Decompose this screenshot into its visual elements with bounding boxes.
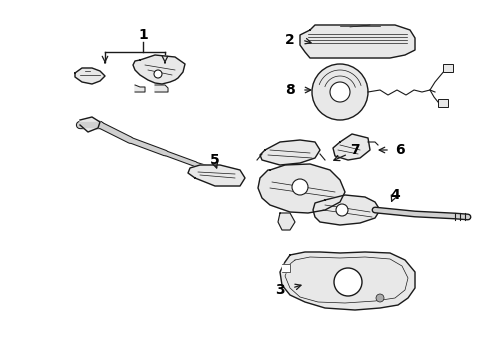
Text: 1: 1 <box>138 28 148 42</box>
Bar <box>438 99 448 107</box>
Bar <box>443 64 453 72</box>
Circle shape <box>312 64 368 120</box>
Polygon shape <box>278 213 295 230</box>
Polygon shape <box>75 68 105 84</box>
Text: 4: 4 <box>390 188 400 202</box>
Polygon shape <box>282 264 290 272</box>
Text: 6: 6 <box>395 143 405 157</box>
Text: 5: 5 <box>210 153 220 167</box>
Text: 3: 3 <box>275 283 285 297</box>
Polygon shape <box>260 140 320 165</box>
Polygon shape <box>333 134 370 160</box>
Circle shape <box>376 294 384 302</box>
Polygon shape <box>258 164 345 213</box>
Circle shape <box>336 204 348 216</box>
Polygon shape <box>135 85 145 92</box>
Polygon shape <box>280 252 415 310</box>
Text: 8: 8 <box>285 83 295 97</box>
Text: 7: 7 <box>350 143 360 157</box>
Circle shape <box>334 268 362 296</box>
Polygon shape <box>300 25 415 58</box>
Polygon shape <box>133 55 185 84</box>
Polygon shape <box>155 85 168 92</box>
Text: 2: 2 <box>285 33 295 47</box>
Polygon shape <box>188 165 245 186</box>
Polygon shape <box>80 117 100 132</box>
Circle shape <box>292 179 308 195</box>
Polygon shape <box>313 195 380 225</box>
Circle shape <box>154 70 162 78</box>
Circle shape <box>330 82 350 102</box>
